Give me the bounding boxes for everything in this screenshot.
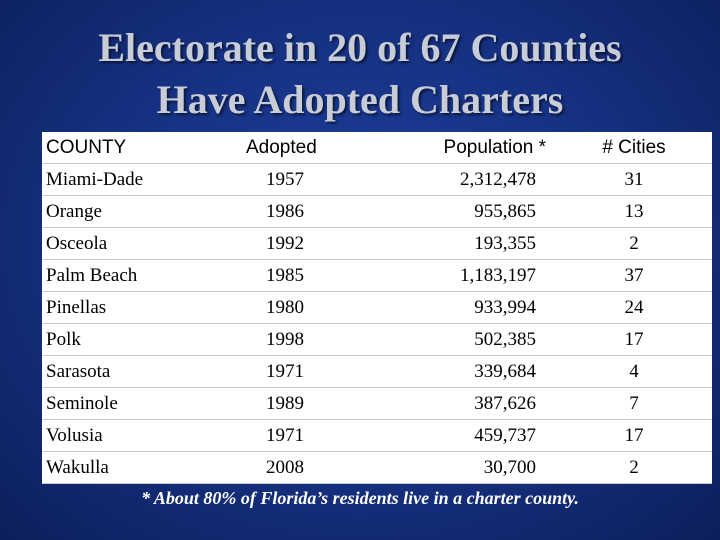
county-cell: Wakulla — [42, 451, 238, 484]
cities-cell: 31 — [556, 163, 712, 196]
population-cell: 339,684 — [386, 355, 556, 388]
population-cell: 193,355 — [386, 227, 556, 260]
cities-cell: 17 — [556, 419, 712, 452]
cities-cell: 2 — [556, 227, 712, 260]
adopted-cell: 1989 — [238, 387, 386, 420]
county-cell: Polk — [42, 323, 238, 356]
table-row: Volusia 1971 459,737 17 — [42, 419, 712, 452]
charter-counties-table: COUNTY Adopted Population * # Cities Mia… — [42, 132, 712, 484]
table-row: Sarasota 1971 339,684 4 — [42, 355, 712, 388]
adopted-cell: 1980 — [238, 291, 386, 324]
slide-title-line-1: Electorate in 20 of 67 Counties — [98, 25, 622, 70]
cities-cell: 2 — [556, 451, 712, 484]
header-county: COUNTY — [42, 132, 238, 164]
population-cell: 30,700 — [386, 451, 556, 484]
cities-cell: 24 — [556, 291, 712, 324]
county-cell: Pinellas — [42, 291, 238, 324]
county-cell: Sarasota — [42, 355, 238, 388]
table-row: Miami-Dade 1957 2,312,478 31 — [42, 163, 712, 196]
cities-cell: 13 — [556, 195, 712, 228]
cities-cell: 7 — [556, 387, 712, 420]
header-cities: # Cities — [556, 132, 712, 164]
population-cell: 955,865 — [386, 195, 556, 228]
adopted-cell: 1985 — [238, 259, 386, 292]
county-cell: Orange — [42, 195, 238, 228]
population-cell: 933,994 — [386, 291, 556, 324]
adopted-cell: 1986 — [238, 195, 386, 228]
adopted-cell: 1971 — [238, 419, 386, 452]
slide-title-line-2: Have Adopted Charters — [156, 77, 564, 122]
adopted-cell: 1957 — [238, 163, 386, 196]
footnote: * About 80% of Florida’s residents live … — [141, 488, 579, 508]
county-cell: Volusia — [42, 419, 238, 452]
table-body: Miami-Dade 1957 2,312,478 31 Orange 1986 955,8… — [42, 163, 712, 484]
table-row: Pinellas 1980 933,994 24 — [42, 291, 712, 324]
adopted-cell: 1992 — [238, 227, 386, 260]
population-cell: 2,312,478 — [386, 163, 556, 196]
population-cell: 459,737 — [386, 419, 556, 452]
table-row: Osceola 1992 193,355 2 — [42, 227, 712, 260]
adopted-cell: 1971 — [238, 355, 386, 388]
table-row: Wakulla 2008 30,700 2 — [42, 451, 712, 484]
table-header-row: COUNTY Adopted Population * # Cities — [42, 132, 712, 164]
population-cell: 502,385 — [386, 323, 556, 356]
table-row: Palm Beach 1985 1,183,197 37 — [42, 259, 712, 292]
county-cell: Miami-Dade — [42, 163, 238, 196]
county-cell: Osceola — [42, 227, 238, 260]
table-row: Orange 1986 955,865 13 — [42, 195, 712, 228]
cities-cell: 17 — [556, 323, 712, 356]
population-cell: 387,626 — [386, 387, 556, 420]
table-row: Seminole 1989 387,626 7 — [42, 387, 712, 420]
county-cell: Seminole — [42, 387, 238, 420]
header-adopted: Adopted — [238, 132, 386, 164]
cities-cell: 4 — [556, 355, 712, 388]
table-row: Polk 1998 502,385 17 — [42, 323, 712, 356]
county-cell: Palm Beach — [42, 259, 238, 292]
cities-cell: 37 — [556, 259, 712, 292]
adopted-cell: 1998 — [238, 323, 386, 356]
adopted-cell: 2008 — [238, 451, 386, 484]
population-cell: 1,183,197 — [386, 259, 556, 292]
header-population: Population * — [386, 132, 556, 164]
